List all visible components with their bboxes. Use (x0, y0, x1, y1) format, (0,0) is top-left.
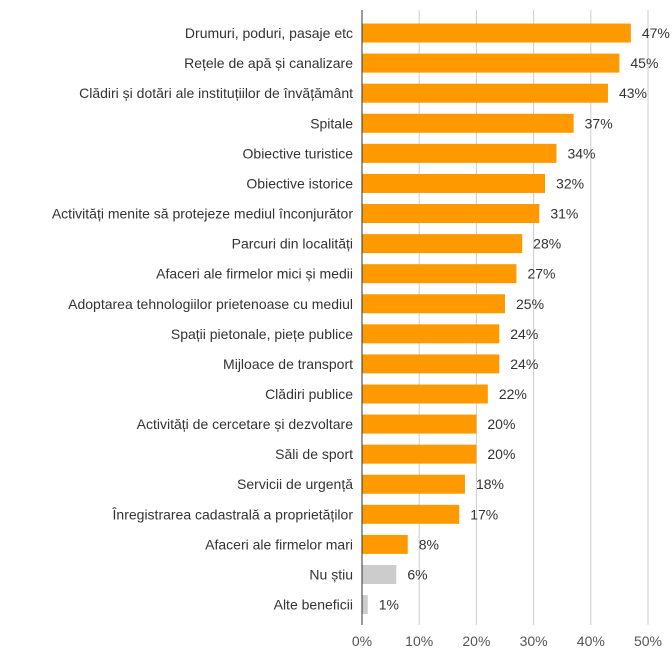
category-label: Afaceri ale firmelor mici și medii (156, 266, 353, 282)
bar (362, 53, 620, 73)
category-label: Spații pietonale, piețe publice (171, 326, 353, 342)
value-label: 17% (470, 506, 498, 522)
value-label: 18% (476, 476, 504, 492)
value-label: 20% (487, 446, 515, 462)
bar (362, 324, 500, 344)
x-tick-label: 20% (462, 633, 490, 648)
bar (362, 113, 574, 133)
x-tick-label: 30% (520, 633, 548, 648)
value-label: 20% (487, 416, 515, 432)
value-label: 45% (630, 55, 658, 71)
value-label: 34% (567, 145, 595, 161)
x-tick-label: 50% (634, 633, 662, 648)
bar (362, 294, 505, 314)
bar (362, 504, 460, 524)
value-label: 43% (619, 85, 647, 101)
category-label: Activități menite să protejeze mediul în… (52, 206, 353, 222)
bar (362, 173, 546, 193)
x-tick-label: 10% (405, 633, 433, 648)
value-label: 6% (407, 566, 427, 582)
category-labels: Drumuri, poduri, pasaje etc Rețele de apă… (52, 25, 353, 613)
bar (362, 384, 488, 404)
bar (362, 234, 523, 254)
value-label: 25% (516, 296, 544, 312)
category-label: Obiective istorice (246, 175, 353, 191)
category-label: Activități de cercetare și dezvoltare (137, 416, 354, 432)
category-label: Spitale (310, 115, 353, 131)
bar (362, 354, 500, 374)
bar (362, 474, 465, 494)
value-label: 31% (550, 206, 578, 222)
bar (362, 83, 608, 103)
category-label: Săli de sport (275, 446, 353, 462)
x-tick-label: 0% (352, 633, 372, 648)
bar (362, 595, 368, 615)
bar (362, 414, 477, 434)
value-label: 27% (527, 266, 555, 282)
value-label: 24% (510, 356, 538, 372)
category-label: Înregistrarea cadastrală a proprietățilo… (112, 506, 354, 522)
bar (362, 204, 540, 224)
bar (362, 564, 397, 584)
value-label: 28% (533, 236, 561, 252)
category-label: Obiective turistice (243, 145, 354, 161)
category-label: Clădiri și dotări ale instituțiilor de î… (79, 85, 353, 101)
bar (362, 444, 477, 464)
bar (362, 264, 517, 284)
value-label: 22% (499, 386, 527, 402)
category-label: Servicii de urgență (237, 476, 353, 492)
value-label: 8% (419, 536, 439, 552)
value-labels: 47% 45% 43% 37% 34% 32% 31% 28% 27% 25% 24% 24% 22% 2… (379, 25, 670, 613)
category-label: Parcuri din localități (232, 236, 353, 252)
value-label: 1% (379, 597, 399, 613)
x-tick-labels: 0% 10% 20% 30% 40% 50% (352, 633, 662, 648)
value-label: 24% (510, 326, 538, 342)
category-label: Afaceri ale firmelor mari (205, 536, 353, 552)
bars (362, 23, 631, 615)
bar (362, 23, 631, 43)
value-label: 37% (585, 115, 613, 131)
bar (362, 534, 408, 554)
category-label: Nu știu (309, 566, 353, 582)
category-label: Alte beneficii (274, 597, 353, 613)
value-label: 32% (556, 175, 584, 191)
category-label: Mijloace de transport (223, 356, 353, 372)
category-label: Clădiri publice (265, 386, 353, 402)
category-label: Rețele de apă și canalizare (184, 55, 353, 71)
bar (362, 143, 557, 163)
x-tick-label: 40% (577, 633, 605, 648)
category-label: Adoptarea tehnologiilor prietenoase cu m… (68, 296, 353, 312)
category-label: Drumuri, poduri, pasaje etc (185, 25, 353, 41)
value-label: 47% (642, 25, 670, 41)
